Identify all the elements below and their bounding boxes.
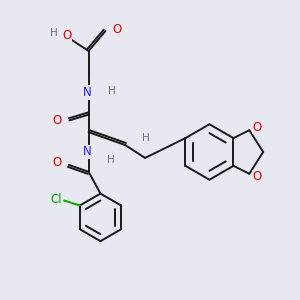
Text: N: N [83, 146, 92, 158]
Text: O: O [252, 170, 262, 183]
Text: O: O [52, 114, 62, 127]
Text: H: H [107, 155, 115, 165]
Text: O: O [52, 156, 62, 170]
Text: O: O [62, 28, 71, 42]
Text: H: H [108, 85, 116, 96]
Text: O: O [112, 22, 122, 36]
Text: N: N [83, 86, 92, 99]
Text: Cl: Cl [50, 193, 62, 206]
Text: H: H [142, 133, 150, 143]
Text: H: H [50, 28, 58, 38]
Text: O: O [252, 121, 262, 134]
